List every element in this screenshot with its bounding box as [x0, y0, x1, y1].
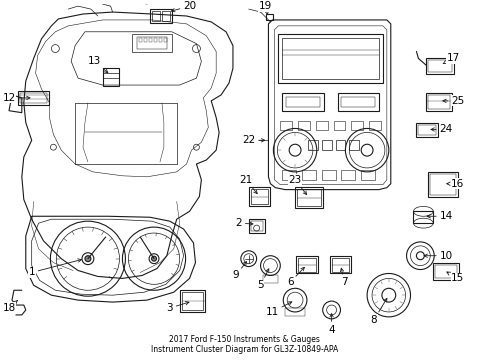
- Bar: [159, 38, 162, 42]
- Bar: [350, 121, 363, 130]
- Bar: [181, 292, 203, 310]
- Bar: [278, 34, 382, 83]
- Circle shape: [151, 256, 156, 261]
- Text: 9: 9: [232, 262, 246, 280]
- Bar: [337, 93, 378, 111]
- Text: 2017 Ford F-150 Instruments & Gauges
Instrument Cluster Diagram for GL3Z-10849-A: 2017 Ford F-150 Instruments & Gauges Ins…: [151, 335, 338, 354]
- Circle shape: [85, 256, 91, 262]
- Bar: [18, 91, 49, 105]
- Bar: [163, 38, 166, 42]
- Bar: [426, 93, 451, 111]
- Bar: [262, 275, 278, 283]
- Bar: [297, 189, 320, 206]
- Bar: [248, 187, 270, 206]
- Bar: [137, 37, 166, 49]
- Bar: [298, 121, 309, 130]
- Bar: [280, 121, 291, 130]
- Bar: [427, 95, 449, 109]
- Bar: [416, 122, 437, 137]
- Bar: [348, 140, 359, 150]
- Text: 18: 18: [2, 301, 18, 313]
- Text: 25: 25: [442, 96, 464, 106]
- Text: 3: 3: [166, 302, 188, 313]
- Text: 22: 22: [242, 135, 264, 145]
- Bar: [298, 258, 315, 271]
- Bar: [331, 258, 348, 271]
- Text: 6: 6: [286, 267, 304, 287]
- Bar: [149, 38, 152, 42]
- Text: 2: 2: [235, 218, 252, 228]
- Bar: [333, 121, 345, 130]
- Text: 8: 8: [370, 298, 386, 325]
- Bar: [429, 174, 455, 194]
- Bar: [329, 256, 350, 274]
- Text: 4: 4: [327, 314, 334, 335]
- Bar: [139, 38, 142, 42]
- Bar: [341, 170, 355, 180]
- Bar: [368, 121, 380, 130]
- Bar: [282, 38, 378, 79]
- Bar: [321, 170, 335, 180]
- Bar: [285, 308, 305, 316]
- Text: 15: 15: [446, 272, 464, 283]
- Bar: [302, 170, 315, 180]
- Bar: [162, 11, 169, 21]
- Bar: [20, 93, 47, 103]
- Bar: [315, 121, 327, 130]
- Bar: [361, 170, 374, 180]
- Text: 24: 24: [430, 125, 452, 134]
- Text: 17: 17: [442, 53, 459, 64]
- Text: 14: 14: [426, 211, 452, 221]
- Text: 12: 12: [2, 93, 30, 103]
- Text: 21: 21: [239, 175, 257, 194]
- Bar: [335, 140, 345, 150]
- Text: 1: 1: [28, 259, 81, 278]
- Bar: [307, 140, 317, 150]
- Text: 20: 20: [171, 1, 196, 12]
- Bar: [426, 58, 453, 74]
- Bar: [250, 221, 262, 231]
- Bar: [341, 97, 374, 107]
- Bar: [152, 11, 160, 21]
- Text: 10: 10: [423, 251, 452, 261]
- Bar: [248, 219, 264, 233]
- Bar: [282, 93, 323, 111]
- Bar: [282, 170, 295, 180]
- Text: 23: 23: [288, 175, 306, 195]
- Bar: [321, 140, 331, 150]
- Bar: [150, 9, 171, 23]
- Bar: [179, 290, 205, 312]
- Bar: [265, 14, 273, 20]
- Bar: [434, 265, 456, 278]
- Bar: [413, 211, 432, 223]
- Bar: [427, 172, 457, 197]
- Bar: [432, 263, 458, 280]
- Bar: [132, 34, 171, 51]
- Text: 19: 19: [258, 1, 271, 15]
- Bar: [295, 256, 317, 274]
- Text: 11: 11: [265, 302, 291, 317]
- Text: 16: 16: [446, 179, 464, 189]
- Bar: [102, 68, 118, 86]
- Bar: [418, 125, 435, 135]
- Bar: [285, 97, 319, 107]
- Text: 7: 7: [340, 268, 347, 287]
- Bar: [144, 38, 147, 42]
- Text: 5: 5: [257, 269, 268, 290]
- Bar: [250, 189, 268, 204]
- Text: 13: 13: [88, 57, 108, 73]
- Bar: [154, 38, 157, 42]
- Bar: [427, 60, 451, 72]
- Bar: [294, 187, 322, 208]
